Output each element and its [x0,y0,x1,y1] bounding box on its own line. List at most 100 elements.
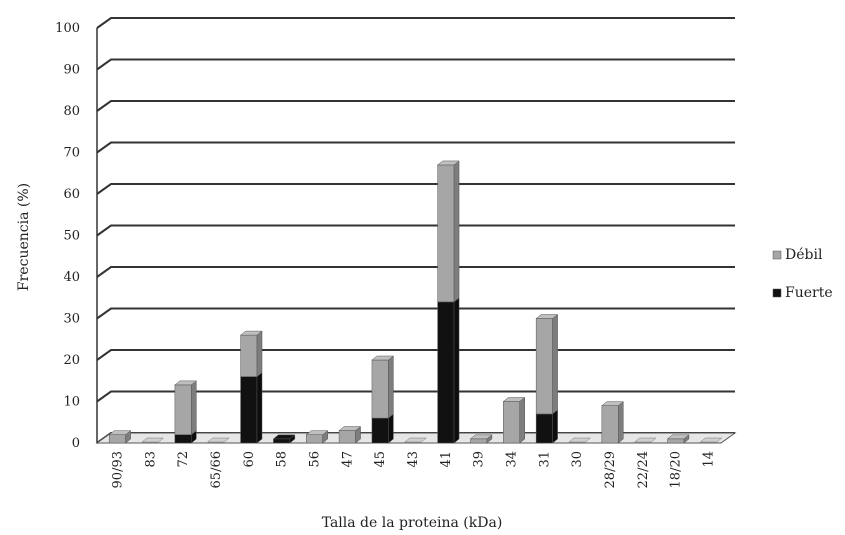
x-tick-label: 41 [439,451,454,468]
bar-front [371,417,389,444]
gridline [96,307,735,320]
x-tick-label: 65/66 [209,451,224,488]
legend-item-débil: Débil [772,247,823,263]
bar-segment-débil [305,430,329,444]
bar-side [256,372,263,444]
bar-top [338,426,362,431]
bar-segment-débil [436,160,460,303]
bar-segment-débil [535,313,559,415]
bar-segment-fuerte [371,413,395,444]
x-tick-label: 30 [570,451,585,468]
bar-side [618,401,624,444]
bar-segment-débil [502,396,526,444]
bar-segment-débil [108,430,132,444]
bar-side [191,380,197,436]
x-tick-label: 45 [373,451,388,468]
bar-side [552,313,558,415]
y-tick-label: 50 [63,229,80,244]
x-tick-label: 22/24 [636,451,651,488]
bar-segment-fuerte [272,434,296,444]
legend-label: Débil [785,247,823,263]
gridline [96,17,735,29]
bar-segment-débil [469,434,493,444]
y-tick-label: 60 [63,187,80,202]
x-tick-label: 90/93 [110,451,125,488]
y-tick-label: 20 [63,353,80,368]
bar-side [519,396,525,444]
bar-front [437,301,455,444]
x-tick-label: 14 [702,451,717,468]
bar-front [535,318,553,415]
gridline [96,183,735,195]
bar-side [552,409,558,444]
bar-top [108,430,132,435]
x-tick-label: 58 [275,451,290,468]
bar-segment-débil [338,426,362,444]
bar-empty [633,437,657,443]
bar-front [437,164,455,303]
bar-segment-débil [239,330,263,378]
bar-side [388,413,394,444]
x-tick-label: 39 [472,451,487,468]
bar-top [272,434,296,440]
y-tick-label: 40 [63,270,80,285]
y-tick-label: 10 [63,395,80,410]
x-tick-label: 43 [406,451,421,468]
x-tick-label: 31 [537,451,552,468]
y-tick-label: 70 [63,146,80,161]
x-tick-label: 34 [505,451,520,468]
bar-front [338,430,356,444]
bar-segment-fuerte [535,409,559,444]
gridline [96,266,735,278]
bar-empty [141,437,165,443]
y-tick-label: 0 [72,436,80,451]
bar-top [535,314,559,319]
bar-front [470,438,488,444]
bar-top [601,401,624,406]
gridlines [96,17,735,444]
bar-side [388,355,394,419]
bar-segment-fuerte [239,372,263,444]
bar-front [174,434,192,444]
legend-item-fuerte: Fuerte [772,285,833,301]
bar-segment-débil [666,434,690,444]
legend-swatch [772,288,782,298]
bar-side [256,330,263,378]
gridline [96,141,735,154]
x-tick-label: 47 [340,451,355,468]
bar-empty [699,437,723,443]
bar-front [108,434,126,444]
bar-top [502,397,526,402]
gridline [96,58,735,71]
x-tick-labels: 90/93 83 72 65/66 60 58 56 47 45 43 41 39 34 31 30 28/2… [110,451,716,488]
bar-empty [404,437,427,443]
x-axis-title: Talla de la proteina (kDa) [322,515,503,531]
bar-front [503,401,520,444]
bar-top [239,330,263,336]
bar-top [371,355,395,361]
bar-segment-débil [174,380,198,436]
y-tick-label: 90 [63,63,80,78]
bar-front [667,438,685,444]
legend-swatch [772,250,782,260]
bar-segment-débil [371,355,395,419]
y-tick-labels: 0 10 20 30 40 50 60 70 80 90 100 [55,21,80,451]
bar-segment-fuerte [436,297,460,444]
gridline [96,224,735,237]
bar-front [371,359,389,419]
bar-front [240,334,258,377]
bar-front [273,438,291,444]
bar-top [305,430,329,435]
bar-front [306,434,323,444]
x-tick-label: 28/29 [603,451,618,488]
legend: Débil Fuerte [772,247,833,301]
gridline [96,390,735,403]
bars [108,160,723,444]
y-axis-title: Frecuencia (%) [16,183,32,291]
x-tick-label: 56 [307,451,322,468]
gridline [96,349,735,361]
x-tick-label: 18/20 [669,451,684,488]
bar-empty [207,437,230,443]
bar-front [535,413,553,444]
